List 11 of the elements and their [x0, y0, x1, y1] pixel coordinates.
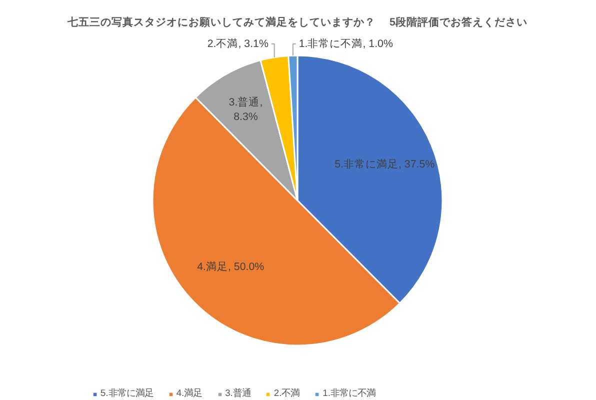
legend-label: 5.非常に満足 — [100, 387, 154, 400]
legend-label: 4.満足 — [176, 387, 202, 400]
data-label: 1.非常に不満, 1.0% — [298, 36, 394, 50]
data-label: 4.満足, 50.0% — [197, 260, 265, 273]
chart-title: 七五三の写真スタジオにお願いしてみて満足をしていますか？ 5段階評価でお答えください — [66, 16, 528, 28]
data-label: 5.非常に満足, 37.5% — [334, 158, 436, 171]
legend-label: 3.普通 — [225, 387, 251, 400]
legend-label: 2.不満 — [274, 387, 300, 400]
data-label: 2.不満, 3.1% — [207, 36, 269, 50]
data-label: 3.普通, 8.3% — [228, 96, 263, 124]
legend-label: 1.非常に不満 — [322, 387, 376, 400]
